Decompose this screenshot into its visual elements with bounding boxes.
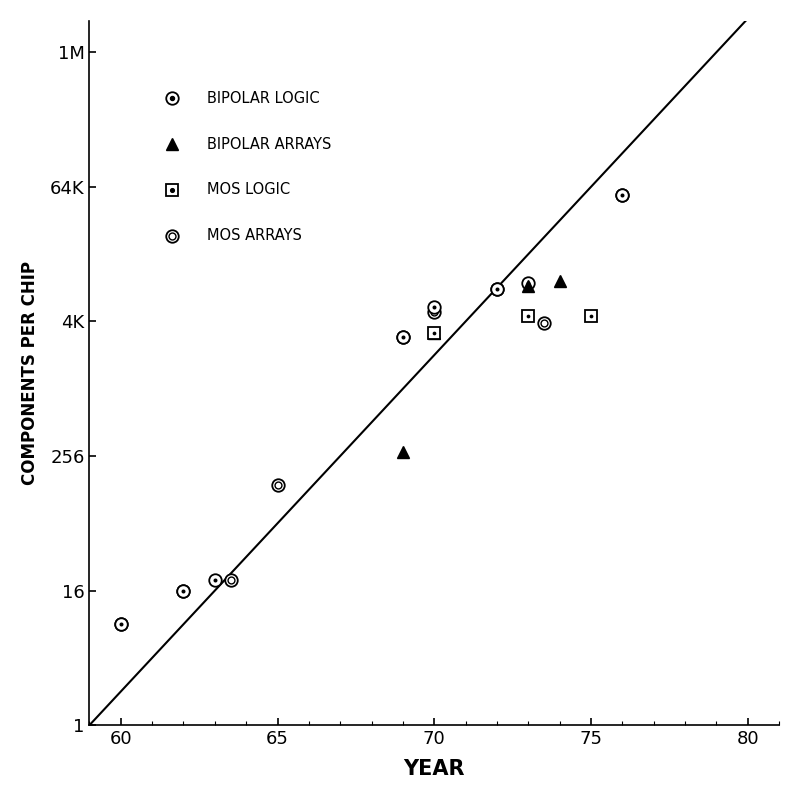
Text: MOS LOGIC: MOS LOGIC bbox=[206, 182, 290, 198]
Y-axis label: COMPONENTS PER CHIP: COMPONENTS PER CHIP bbox=[21, 261, 39, 485]
Text: BIPOLAR LOGIC: BIPOLAR LOGIC bbox=[206, 91, 319, 106]
X-axis label: YEAR: YEAR bbox=[403, 759, 465, 779]
Text: MOS ARRAYS: MOS ARRAYS bbox=[206, 228, 302, 243]
Text: BIPOLAR ARRAYS: BIPOLAR ARRAYS bbox=[206, 137, 331, 151]
